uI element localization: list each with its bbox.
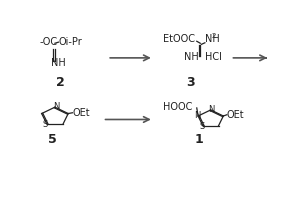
Text: 3: 3 (187, 76, 195, 89)
Text: N: N (208, 105, 214, 114)
Text: NH  HCl: NH HCl (184, 52, 222, 62)
Text: 5: 5 (48, 133, 57, 146)
Text: N: N (53, 102, 59, 111)
Text: OEt: OEt (227, 110, 244, 120)
Text: NH: NH (52, 58, 66, 68)
Text: S: S (43, 120, 48, 129)
Text: 2: 2 (212, 33, 216, 39)
Text: -OC: -OC (40, 37, 58, 47)
Text: S: S (200, 122, 205, 131)
Text: 2: 2 (56, 76, 65, 89)
Text: Oi-Pr: Oi-Pr (58, 37, 82, 47)
Text: OEt: OEt (72, 108, 90, 118)
Text: N: N (194, 111, 201, 120)
Text: EtOOC: EtOOC (163, 34, 195, 44)
Text: 1: 1 (195, 133, 203, 146)
Text: NH: NH (205, 34, 220, 44)
Text: HOOC: HOOC (163, 102, 192, 112)
